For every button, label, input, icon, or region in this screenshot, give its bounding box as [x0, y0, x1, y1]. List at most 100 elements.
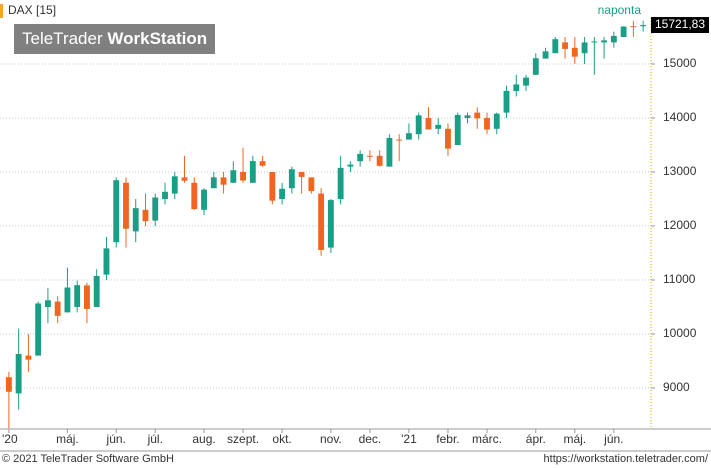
candle-body	[64, 287, 71, 313]
candle-body	[513, 84, 520, 92]
candle-body	[54, 301, 61, 316]
candle-body	[601, 40, 608, 43]
legend-entry: DAX [15]	[8, 3, 56, 17]
candle-body	[640, 25, 647, 27]
candle-body	[308, 177, 315, 192]
candle-body	[220, 177, 227, 185]
x-tick-label: okt.	[272, 432, 291, 446]
candle-body	[610, 35, 617, 43]
series-marker	[0, 4, 3, 18]
x-tick-label: febr.	[436, 432, 459, 446]
y-tick-label: 10000	[663, 326, 697, 340]
x-tick-label: szept.	[227, 432, 259, 446]
candle-body	[318, 193, 325, 250]
logo-text: TeleTrader WorkStation	[22, 29, 207, 48]
candle-body	[435, 124, 442, 129]
logo-bold: WorkStation	[107, 29, 207, 48]
candle-body	[591, 41, 598, 43]
x-tick-label: '20	[2, 432, 18, 446]
candle-body	[103, 248, 110, 275]
candle-body	[15, 353, 22, 394]
x-tick-label: máj.	[56, 432, 79, 446]
candle-body	[240, 171, 246, 181]
candle-body	[35, 303, 42, 356]
x-tick-label: ápr.	[526, 432, 546, 446]
footer-copyright: © 2021 TeleTrader Software GmbH	[2, 453, 174, 465]
candle-body	[562, 42, 568, 49]
y-tick-label: 12000	[663, 218, 697, 232]
candle-body	[347, 164, 354, 167]
candle-body	[44, 300, 51, 307]
candle-body	[415, 115, 422, 135]
candle-body	[152, 197, 159, 221]
candle-body	[474, 112, 481, 119]
candle-body	[386, 137, 393, 167]
candle-body	[298, 171, 305, 177]
y-tick-label: 15000	[663, 56, 697, 70]
candle-body	[581, 42, 588, 54]
candle-body	[249, 161, 256, 183]
y-tick-label: 9000	[663, 380, 690, 394]
candle-body	[259, 161, 266, 166]
x-tick-label: jún.	[603, 432, 623, 446]
candle-body	[25, 355, 32, 360]
candle-body	[406, 133, 412, 140]
candle-body	[571, 47, 578, 57]
logo-box	[14, 24, 215, 54]
candle-body	[142, 209, 149, 222]
candle-body	[5, 377, 12, 392]
period-label: naponta	[598, 3, 642, 17]
candle-body	[201, 189, 207, 210]
candle-body	[493, 113, 500, 129]
candle-body	[123, 182, 129, 229]
candle-body	[503, 90, 510, 113]
candle-body	[132, 208, 139, 232]
candle-body	[337, 167, 344, 199]
candle-body	[445, 128, 451, 149]
candle-body	[532, 58, 539, 75]
candle-body	[84, 285, 90, 309]
candle-body	[279, 188, 286, 199]
candle-body	[425, 118, 432, 130]
last-price-box	[651, 17, 709, 34]
y-tick-label: 11000	[663, 272, 696, 286]
candle-body	[171, 176, 178, 194]
candle-body	[74, 285, 81, 307]
candle-body	[230, 170, 237, 183]
x-tick-label: nov.	[320, 432, 342, 446]
candle-body	[376, 155, 383, 166]
candle-body	[484, 118, 490, 130]
candle-body	[93, 275, 100, 307]
candle-body	[113, 180, 120, 243]
candle-body	[454, 114, 461, 146]
candle-body	[210, 177, 217, 189]
logo-light: TeleTrader	[22, 29, 103, 48]
candle-body	[464, 115, 471, 119]
footer-url: https://workstation.teletrader.com/	[544, 453, 709, 465]
x-tick-label: júl.	[147, 432, 163, 446]
candle-body	[366, 155, 373, 157]
x-tick-label: márc.	[472, 432, 502, 446]
candle-body	[630, 26, 637, 28]
x-tick-label: aug.	[192, 432, 215, 446]
candle-body	[269, 171, 276, 201]
candle-body	[542, 51, 549, 59]
candle-body	[327, 200, 334, 248]
x-tick-label: jún.	[106, 432, 126, 446]
x-tick-label: dec.	[359, 432, 382, 446]
y-tick-label: 13000	[663, 164, 697, 178]
candle-body	[396, 139, 403, 141]
candle-body	[523, 77, 529, 86]
candle-body	[191, 182, 198, 210]
x-tick-label: '21	[401, 432, 417, 446]
x-tick-label: máj.	[563, 432, 586, 446]
candle-body	[181, 177, 188, 181]
candle-body	[288, 169, 295, 189]
candle-body	[162, 191, 168, 199]
candle-body	[357, 153, 364, 162]
candle-body	[552, 39, 559, 54]
candle-body	[620, 26, 627, 38]
y-tick-label: 14000	[663, 110, 697, 124]
